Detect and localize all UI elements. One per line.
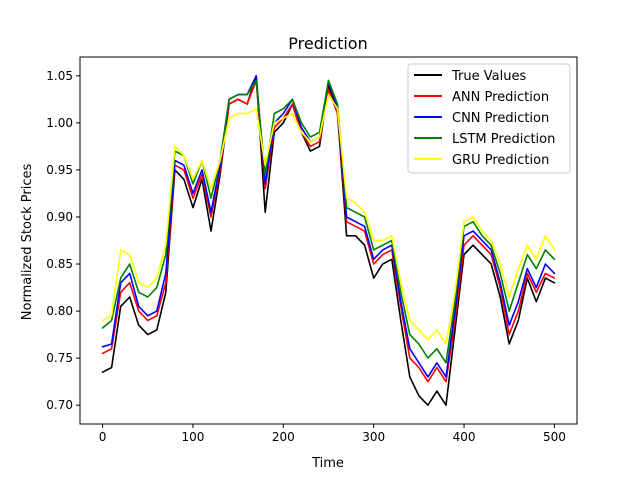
- chart-title: Prediction: [288, 34, 367, 53]
- y-tick-label: 0.90: [46, 210, 73, 224]
- legend-label-3: CNN Prediction: [452, 111, 549, 126]
- legend-label-2: ANN Prediction: [452, 90, 549, 105]
- legend-label-4: LSTM Prediction: [452, 132, 555, 147]
- x-axis: 0 100 200 300 400 500: [99, 424, 566, 444]
- x-tick-label: 500: [543, 430, 566, 444]
- x-tick-label: 100: [182, 430, 205, 444]
- x-tick-label: 0: [99, 430, 107, 444]
- x-tick-label: 300: [362, 430, 385, 444]
- y-tick-label: 0.70: [46, 398, 73, 412]
- legend-box: [407, 63, 571, 174]
- y-tick-label: 1.05: [46, 69, 73, 83]
- y-tick-label: 0.95: [46, 163, 73, 177]
- x-tick-label: 400: [453, 430, 476, 444]
- legend-label-1: True Values: [451, 69, 526, 84]
- x-axis-label: Time: [311, 456, 344, 471]
- legend-label-5: GRU Prediction: [452, 153, 549, 168]
- series-line-4: [101, 79, 556, 364]
- y-tick-label: 0.75: [46, 351, 73, 365]
- legend: True Values ANN Prediction CNN Prediction L…: [407, 63, 571, 174]
- plot-area: [101, 75, 556, 406]
- y-tick-label: 1.00: [46, 116, 73, 130]
- plot-frame: [79, 56, 578, 425]
- y-axis-label: Normalized Stock Prices: [20, 164, 35, 321]
- y-axis: 0.70 0.75 0.80 0.85 0.90 0.95 1.00 1.05: [46, 69, 80, 412]
- series-line-2: [101, 79, 556, 383]
- x-tick-label: 200: [272, 430, 295, 444]
- y-tick-label: 0.80: [46, 304, 73, 318]
- series-line-5: [101, 93, 556, 345]
- y-tick-label: 0.85: [46, 257, 73, 271]
